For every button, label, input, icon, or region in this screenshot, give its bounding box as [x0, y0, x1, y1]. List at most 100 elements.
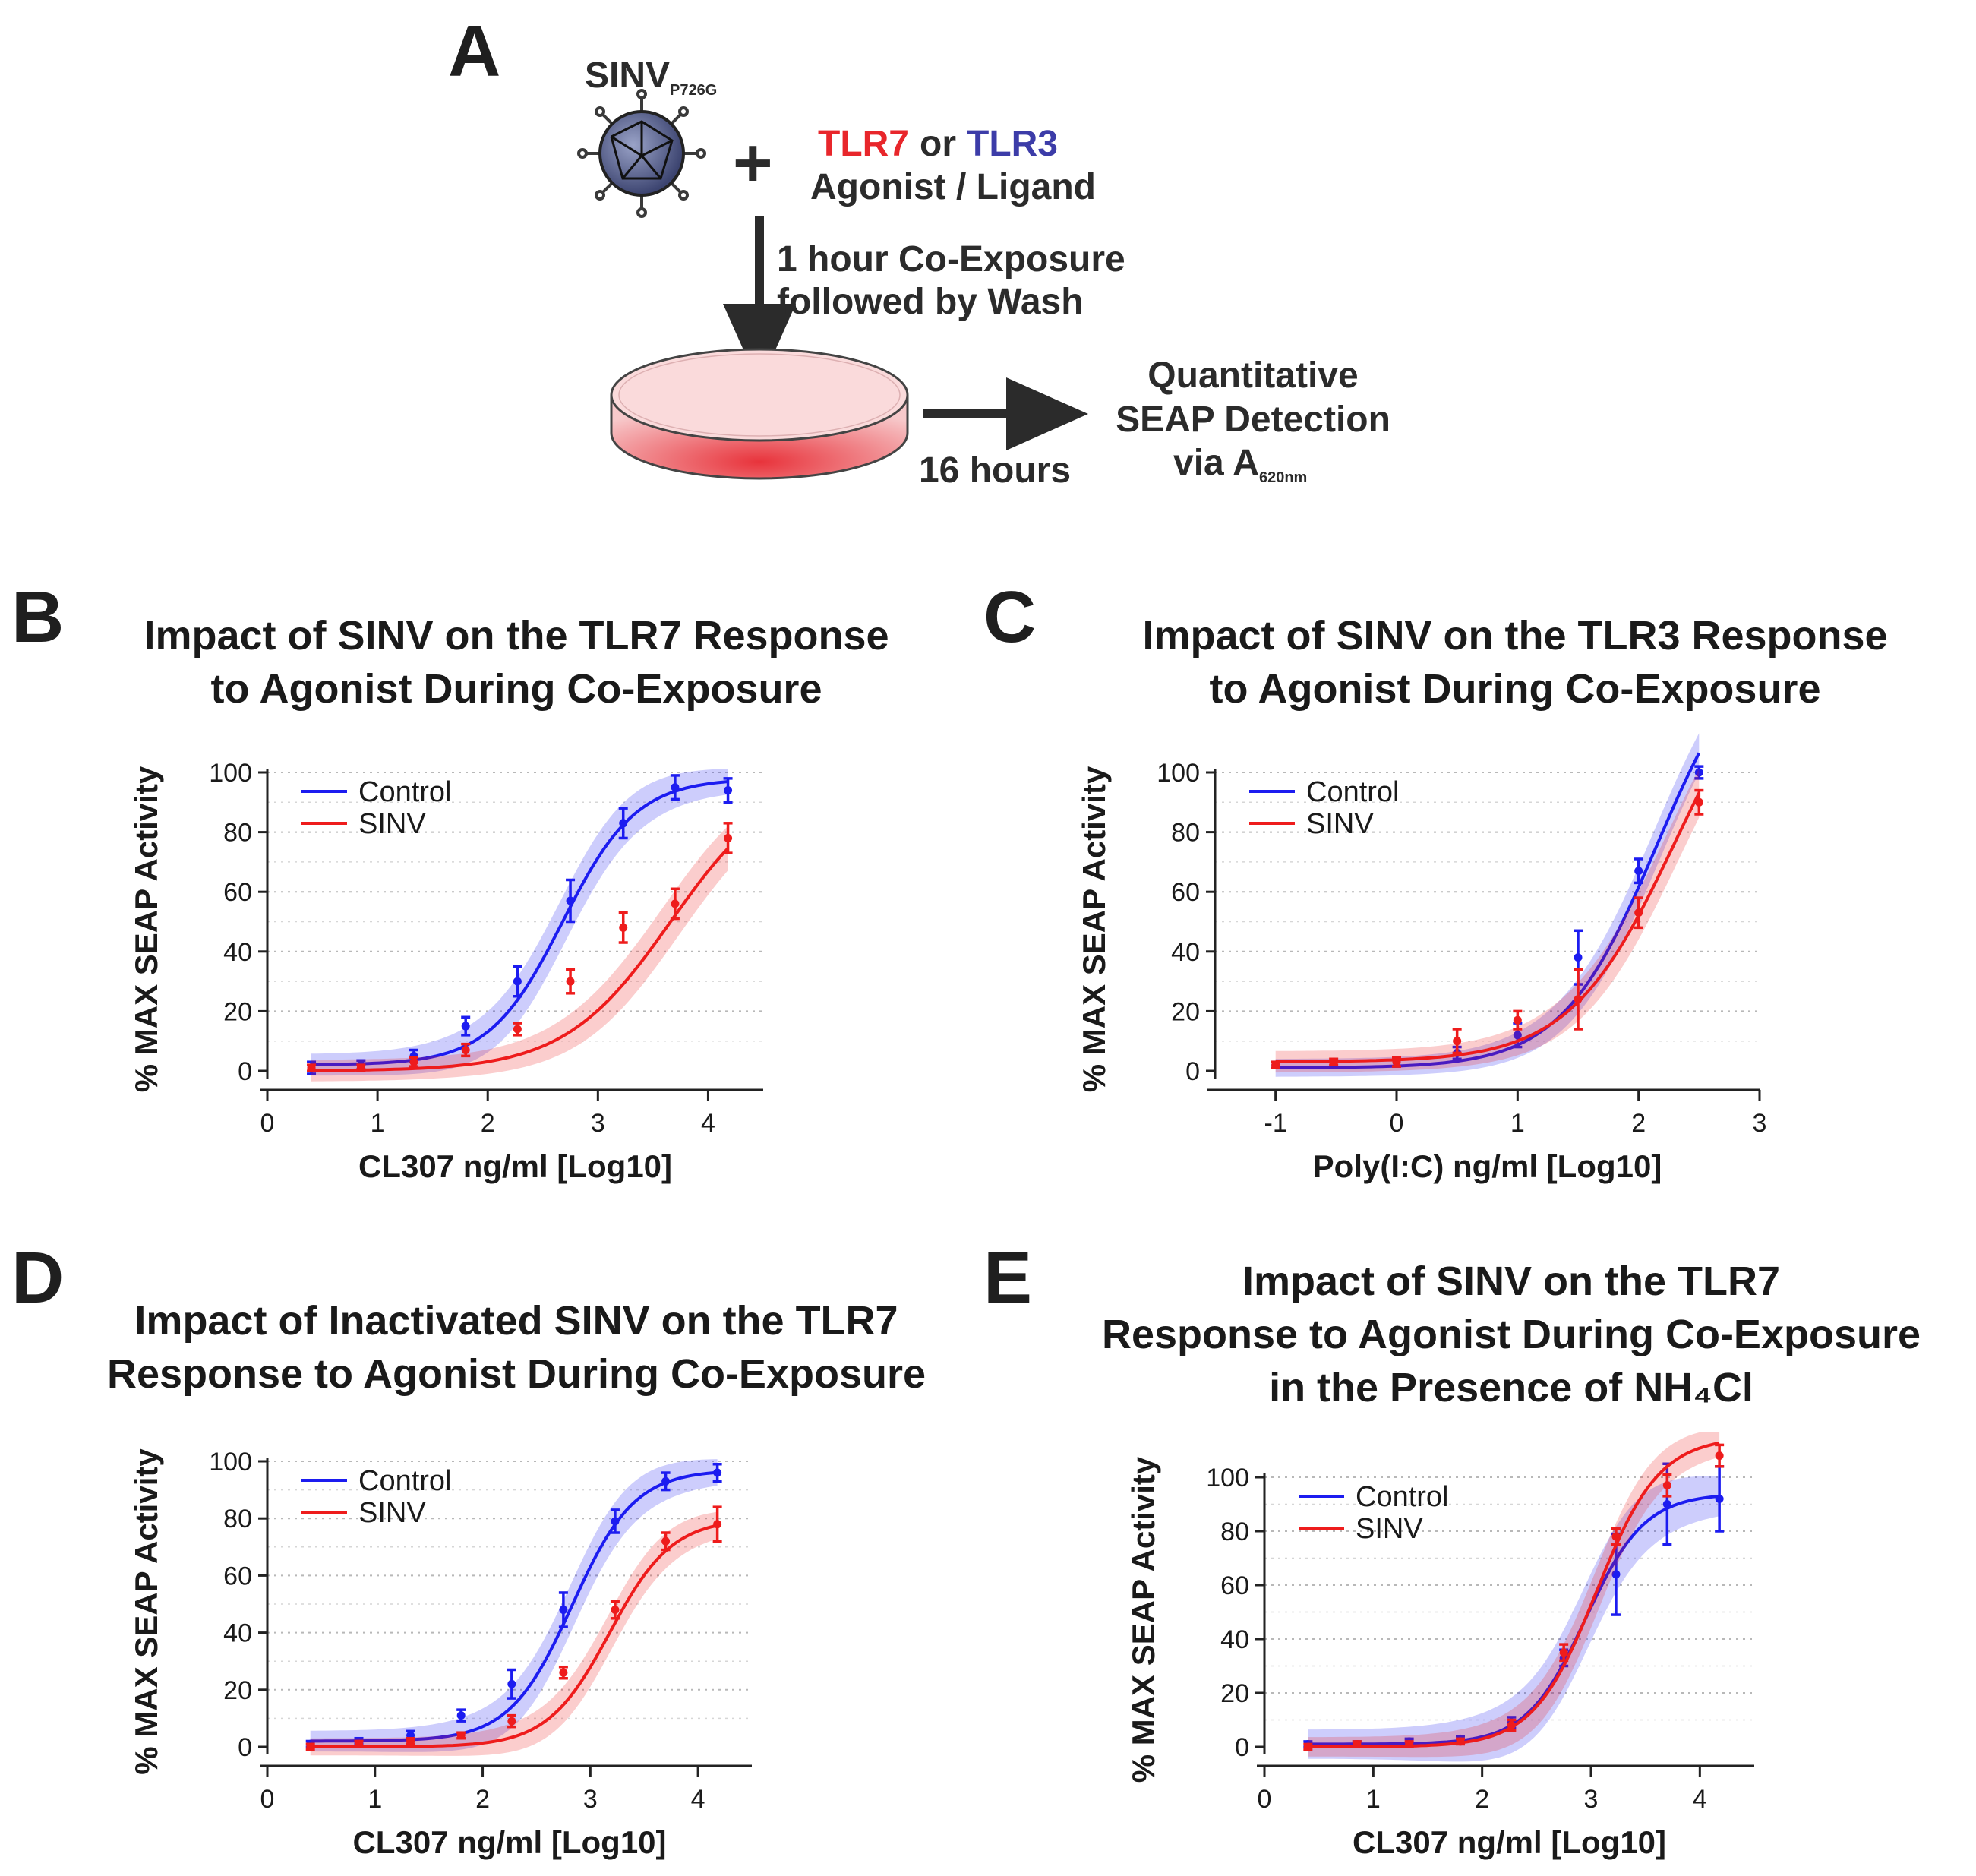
panel-letter-b: B	[11, 576, 64, 658]
x-tick-label: 0	[260, 1109, 275, 1138]
x-axis-label: Poly(I:C) ng/ml [Log10]	[1313, 1148, 1662, 1184]
data-point-control	[1715, 1494, 1724, 1503]
data-point-sinv	[1694, 797, 1703, 807]
fit-curve-sinv	[310, 1524, 718, 1748]
data-point-sinv	[406, 1736, 415, 1745]
panel-letter-d: D	[11, 1237, 64, 1319]
x-axis-label: CL307 ng/ml [Log10]	[352, 1824, 666, 1860]
x-tick-label: 4	[1693, 1785, 1707, 1814]
x-tick-label: 2	[475, 1785, 490, 1814]
y-axis-label: % MAX SEAP Activity	[1125, 1456, 1161, 1783]
fit-curve-sinv	[311, 847, 730, 1072]
chart-panel-c: C Impact of SINV on the TLR3 Response to …	[983, 576, 1888, 1184]
y-tick-label: 20	[1171, 997, 1200, 1026]
data-point-sinv	[1559, 1648, 1568, 1657]
x-tick-label: 1	[368, 1785, 382, 1814]
data-point-sinv	[1405, 1739, 1414, 1748]
x-tick-label: 2	[1631, 1109, 1646, 1138]
x-tick-label: 2	[1475, 1785, 1489, 1814]
y-tick-label: 40	[1220, 1625, 1249, 1654]
data-point-sinv	[1271, 1060, 1280, 1069]
data-point-sinv	[456, 1731, 466, 1740]
y-tick-label: 40	[1171, 938, 1200, 967]
step2-label: 16 hours	[919, 450, 1071, 491]
tlr-agonist-line: TLR7 or TLR3	[818, 124, 1058, 164]
fit-curve-control	[1275, 752, 1701, 1069]
data-point-sinv	[661, 1536, 671, 1546]
confidence-band-sinv	[1308, 1432, 1720, 1758]
step1-line1: 1 hour Co-Exposure	[777, 239, 1125, 280]
data-point-control	[619, 819, 628, 828]
data-point-sinv	[619, 923, 628, 932]
y-tick-label: 60	[223, 878, 252, 907]
chart-title-line: Response to Agonist During Co-Exposure	[1102, 1312, 1921, 1357]
y-tick-label: 0	[238, 1057, 252, 1086]
y-tick-label: 60	[223, 1562, 252, 1590]
data-point-sinv	[356, 1063, 365, 1072]
data-point-control	[1574, 953, 1583, 962]
confidence-band-control	[311, 769, 728, 1076]
x-tick-label: 4	[691, 1785, 705, 1814]
data-point-sinv	[1634, 908, 1643, 917]
detect-line3: via A620nm	[1173, 443, 1307, 486]
legend-label: SINV	[1306, 808, 1374, 840]
data-point-sinv	[559, 1668, 568, 1677]
data-point-sinv	[355, 1739, 364, 1748]
y-axis-label: % MAX SEAP Activity	[1076, 766, 1112, 1092]
x-tick-label: 3	[1753, 1109, 1767, 1138]
detect-line2: SEAP Detection	[1116, 400, 1390, 440]
chart-panel-e: E Impact of SINV on the TLR7 Response to …	[983, 1237, 1921, 1860]
data-point-sinv	[513, 1025, 522, 1034]
agonist-label: Agonist / Ligand	[810, 167, 1096, 207]
x-tick-label: 1	[1366, 1785, 1381, 1814]
chart-title-line: Impact of SINV on the TLR3 Response	[1142, 613, 1887, 658]
chart-title-line: Response to Agonist During Co-Exposure	[107, 1351, 926, 1397]
y-tick-label: 80	[1220, 1518, 1249, 1546]
data-point-control	[671, 783, 680, 792]
x-tick-label: -1	[1264, 1109, 1287, 1138]
y-tick-label: 100	[209, 759, 252, 788]
data-point-control	[1694, 768, 1703, 777]
data-point-control	[566, 896, 575, 905]
x-tick-label: 0	[260, 1785, 275, 1814]
chart-panel-b: B Impact of SINV on the TLR7 Response to …	[11, 576, 889, 1184]
legend-label: Control	[358, 1465, 452, 1497]
data-point-control	[456, 1711, 466, 1720]
y-tick-label: 20	[1220, 1679, 1249, 1708]
legend-label: SINV	[358, 1497, 426, 1529]
data-point-sinv	[1574, 995, 1583, 1004]
legend-label: Control	[1356, 1481, 1449, 1513]
y-tick-label: 100	[209, 1448, 252, 1476]
data-point-sinv	[1715, 1451, 1724, 1461]
x-tick-label: 2	[481, 1109, 495, 1138]
y-tick-label: 100	[1157, 759, 1200, 788]
data-point-sinv	[1456, 1737, 1465, 1746]
data-point-control	[1513, 1031, 1522, 1040]
y-tick-label: 40	[223, 938, 252, 967]
legend-label: Control	[1306, 776, 1400, 808]
data-point-sinv	[713, 1520, 722, 1529]
x-tick-label: 3	[1584, 1785, 1599, 1814]
data-point-control	[507, 1679, 516, 1688]
chart-title-line: Impact of Inactivated SINV on the TLR7	[134, 1298, 898, 1344]
data-point-control	[713, 1468, 722, 1477]
data-point-sinv	[1392, 1057, 1401, 1066]
data-point-sinv	[1611, 1532, 1621, 1541]
data-point-control	[559, 1606, 568, 1615]
data-point-sinv	[611, 1606, 620, 1615]
y-tick-label: 60	[1220, 1571, 1249, 1600]
data-point-sinv	[671, 899, 680, 908]
detect-line1: Quantitative	[1147, 355, 1358, 396]
confidence-band-control	[1275, 733, 1700, 1077]
x-axis-label: CL307 ng/ml [Log10]	[358, 1148, 672, 1184]
data-point-sinv	[1507, 1721, 1516, 1730]
x-tick-label: 0	[1390, 1109, 1404, 1138]
data-point-control	[1634, 867, 1643, 876]
chart-title-line: to Agonist During Co-Exposure	[211, 666, 822, 712]
legend-label: Control	[358, 776, 452, 808]
x-tick-label: 4	[701, 1109, 715, 1138]
y-tick-label: 0	[238, 1733, 252, 1762]
legend-label: SINV	[358, 808, 426, 840]
data-point-control	[661, 1476, 671, 1486]
data-point-sinv	[306, 1742, 315, 1751]
